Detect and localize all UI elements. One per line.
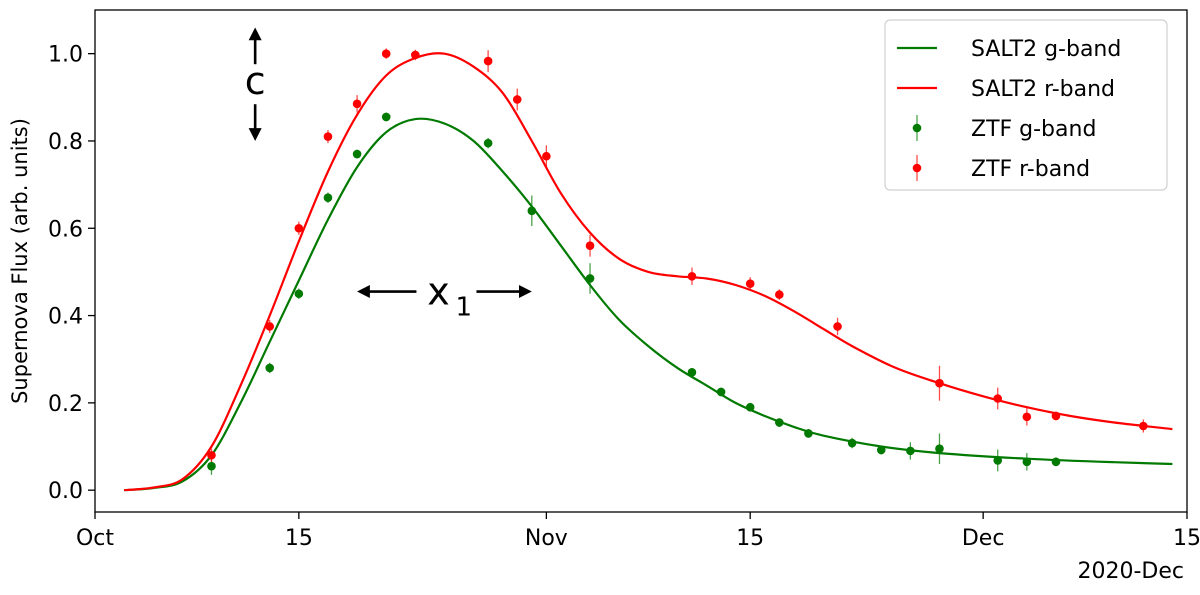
x-axis-offset-label: 2020-Dec — [1078, 559, 1185, 584]
legend-label-1: SALT2 r-band — [971, 77, 1115, 102]
data-point-2-14 — [847, 438, 857, 448]
data-point-2-20 — [1051, 457, 1061, 467]
data-point-3-15 — [935, 378, 944, 388]
y-tick-label-5: 1.0 — [48, 43, 83, 68]
annotation-x1-label: x — [427, 270, 450, 314]
series-ztf-g-band — [207, 112, 1061, 475]
x-tick-label-5: 15 — [1173, 526, 1200, 551]
data-point-2-0 — [207, 461, 216, 471]
legend-marker-swatch-3 — [912, 163, 922, 173]
data-point-3-11 — [687, 271, 697, 281]
data-point-2-9 — [687, 368, 697, 377]
data-point-3-4 — [352, 99, 362, 109]
data-point-3-5 — [381, 49, 391, 58]
arrow-head-up — [248, 27, 262, 41]
y-axis: 0.0 0.2 0.4 0.6 0.8 1.0 — [48, 43, 95, 504]
legend-label-0: SALT2 g-band — [971, 37, 1121, 62]
data-point-2-8 — [585, 274, 595, 283]
data-point-3-13 — [775, 290, 784, 299]
data-point-2-6 — [483, 138, 493, 148]
data-point-3-12 — [745, 279, 755, 288]
data-point-3-0 — [207, 450, 216, 460]
series-line-1 — [123, 52, 1173, 492]
data-point-3-6 — [411, 50, 420, 60]
data-point-2-13 — [804, 429, 813, 438]
legend: SALT2 g-band SALT2 r-band ZTF g-band ZTF r-… — [884, 19, 1168, 191]
plot-marks — [123, 48, 1173, 492]
y-tick-label-3: 0.6 — [48, 217, 83, 242]
y-tick-label-2: 0.4 — [48, 305, 83, 330]
data-point-3-1 — [265, 322, 275, 331]
data-point-2-16 — [906, 446, 915, 456]
series-salt2-r-band — [123, 52, 1173, 492]
arrow-head-down — [248, 128, 262, 141]
data-point-2-7 — [527, 206, 537, 216]
data-point-3-2 — [294, 223, 304, 233]
x-tick-label-4: Dec — [962, 526, 1005, 551]
data-point-3-9 — [542, 151, 551, 161]
data-point-2-3 — [323, 193, 333, 203]
data-point-2-1 — [265, 363, 275, 373]
series-salt2-g-band — [124, 117, 1173, 492]
series-line-0 — [124, 117, 1173, 492]
data-point-3-8 — [512, 95, 522, 104]
arrow-head-right — [519, 285, 532, 299]
y-tick-label-1: 0.2 — [48, 392, 83, 417]
y-tick-label-4: 0.8 — [48, 130, 83, 155]
arrow-head-left — [357, 285, 370, 299]
data-point-3-7 — [483, 56, 493, 66]
annotation-0: c — [245, 27, 266, 141]
annotation-c-label: c — [245, 59, 266, 103]
data-point-2-4 — [352, 149, 362, 159]
x-tick-label-0: Oct — [76, 526, 114, 551]
data-point-3-18 — [1051, 411, 1061, 421]
x-axis: Oct 15 Nov 15 Dec 15 — [76, 512, 1200, 551]
x-tick-label-1: 15 — [285, 526, 313, 551]
annotations: c x 1 — [245, 27, 532, 323]
legend-marker-swatch-2 — [912, 123, 922, 133]
data-point-3-3 — [323, 132, 333, 141]
data-point-2-12 — [775, 418, 784, 427]
data-point-3-10 — [585, 241, 595, 251]
legend-entry-2: ZTF g-band — [912, 115, 1096, 142]
annotation-x1-subscript: 1 — [455, 293, 472, 323]
y-tick-label-0: 0.0 — [48, 479, 83, 504]
x-tick-label-3: 15 — [736, 526, 764, 551]
data-point-3-14 — [833, 322, 842, 331]
legend-label-3: ZTF r-band — [971, 157, 1090, 182]
data-point-2-18 — [993, 456, 1003, 465]
legend-box — [884, 19, 1168, 191]
legend-label-2: ZTF g-band — [971, 117, 1096, 142]
data-point-2-19 — [1022, 457, 1032, 467]
legend-entry-0: SALT2 g-band — [897, 37, 1121, 62]
data-point-3-19 — [1139, 421, 1148, 431]
data-point-3-16 — [993, 394, 1003, 403]
data-point-3-17 — [1022, 412, 1032, 422]
data-point-2-10 — [716, 387, 726, 397]
y-axis-label: Supernova Flux (arb. units) — [8, 118, 32, 404]
data-point-2-15 — [876, 445, 886, 455]
x-tick-label-2: Nov — [525, 526, 568, 551]
series-ztf-r-band — [207, 48, 1148, 462]
data-point-2-2 — [294, 289, 304, 299]
data-point-2-17 — [935, 444, 944, 454]
data-point-2-11 — [745, 402, 755, 412]
plot-frame — [94, 9, 1188, 513]
legend-entry-1: SALT2 r-band — [897, 77, 1115, 102]
legend-entry-3: ZTF r-band — [912, 155, 1090, 182]
data-point-2-5 — [381, 112, 391, 122]
